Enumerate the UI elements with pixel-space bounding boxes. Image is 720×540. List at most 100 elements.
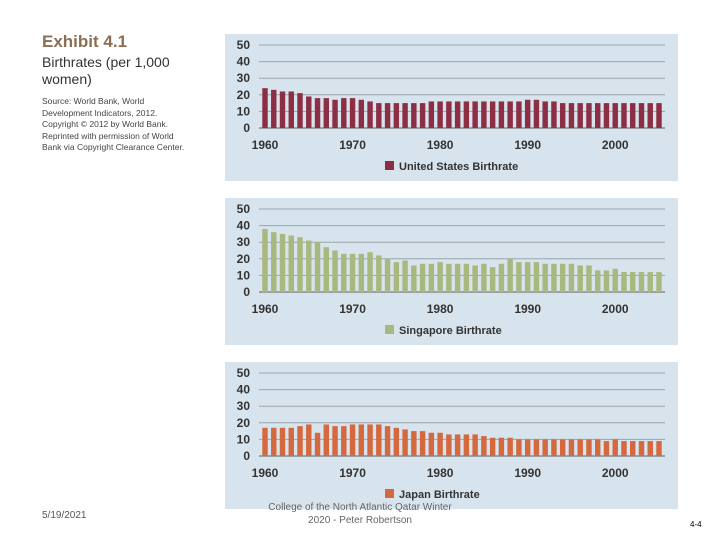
x-tick-label: 2000 [602,138,629,152]
bar [297,93,303,128]
bar [630,441,636,456]
bar [559,103,566,128]
singapore-birthrate-chart: 0 10 20 30 40 50 1960 1970 1980 1990 2000 Singapore… [225,198,678,345]
bar [454,101,461,128]
bar [341,253,347,292]
legend-label: United States Birthrate [399,161,518,173]
x-tick-label: 1990 [514,138,541,152]
bar [271,89,277,128]
us-birthrate-chart: 0 10 20 30 40 50 1960 1970 1980 1990 2000 United St… [225,34,678,181]
y-tick-label: 0 [243,121,250,135]
bar [551,263,557,292]
bar [542,101,548,128]
bar [332,99,338,128]
bar [638,272,645,292]
bar [594,270,601,292]
bar [393,103,400,128]
bar [437,262,443,292]
bar [481,101,487,128]
footer-credit: College of the North Atlantic Qatar Wint… [250,501,470,527]
bar [542,439,548,456]
bar [516,101,522,128]
bar [524,262,531,292]
bar [472,101,478,128]
bar [367,101,373,128]
bar [621,441,627,456]
bar [384,426,391,456]
bar [376,424,382,456]
bar [524,99,531,128]
bar [323,98,330,128]
bar [279,427,286,456]
source-line: Source: World Bank, World [42,96,145,106]
bar [306,240,312,292]
bar [630,103,636,128]
bar [612,268,618,292]
bar [454,434,461,456]
legend-label: Singapore Birthrate [399,325,502,337]
bar [402,103,408,128]
y-tick-label: 30 [237,235,251,249]
bar [419,103,426,128]
bar [262,88,268,128]
bar [524,439,531,456]
bar [419,431,426,456]
bar [594,439,601,456]
bar [376,103,382,128]
bar [594,103,601,128]
exhibit-caption: Exhibit 4.1 Birthrates (per 1,000 women)… [42,32,222,154]
bar [323,424,330,456]
bar [463,101,470,128]
bar [533,262,540,292]
bar [621,272,627,292]
bar [288,91,294,128]
bar [551,439,557,456]
bar [367,252,373,292]
exhibit-subtitle: Birthrates (per 1,000 women) [42,54,222,88]
x-tick-label: 2000 [602,302,629,316]
bar [638,441,645,456]
bar [314,242,321,292]
bar [647,103,653,128]
us-birthrate-chart-svg: 0 10 20 30 40 50 1960 1970 1980 1990 2000 United St… [225,34,678,181]
bar [446,101,452,128]
bar [271,427,277,456]
bar [586,103,592,128]
bar [323,247,330,292]
y-tick-label: 20 [237,88,251,102]
footer-credit-line: 2020 - Peter Robertson [308,515,412,526]
bar [411,431,417,456]
bar [542,263,548,292]
bar [612,439,618,456]
bar [656,441,662,456]
bar [507,258,513,292]
bar [586,265,592,292]
bar [533,439,540,456]
bar [507,437,513,456]
bar [367,424,373,456]
bar [516,439,522,456]
bar [463,434,470,456]
exhibit-subtitle-line: Birthrates (per 1,000 [42,54,170,70]
bar [419,263,426,292]
bar [603,441,610,456]
bar [332,250,338,292]
x-tick-label: 1990 [514,302,541,316]
y-tick-label: 30 [237,71,251,85]
bar [498,263,505,292]
y-tick-label: 10 [237,432,251,446]
bar [568,103,575,128]
x-tick-label: 1980 [427,302,454,316]
legend-swatch [385,161,394,170]
bar [559,263,566,292]
bar [358,253,365,292]
y-tick-label: 20 [237,252,251,266]
bar [489,101,496,128]
bar [568,439,575,456]
source-line: Copyright © 2012 by World Bank. [42,119,169,130]
bar [638,103,645,128]
x-tick-label: 1960 [252,466,279,480]
bar [454,263,461,292]
bar [306,96,312,128]
footer-credit-line: College of the North Atlantic Qatar Wint… [268,502,452,513]
